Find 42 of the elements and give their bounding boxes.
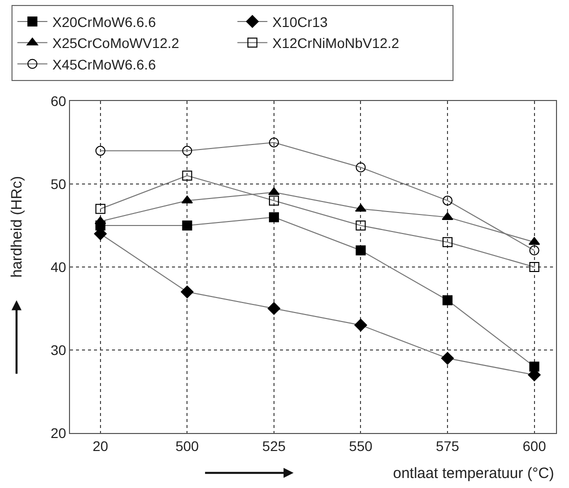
y-tick-label: 60 bbox=[50, 92, 66, 109]
x-tick-label: 575 bbox=[436, 438, 460, 454]
point bbox=[356, 162, 366, 172]
point bbox=[529, 262, 540, 272]
x-tick-label: 600 bbox=[522, 438, 546, 454]
point bbox=[94, 216, 106, 224]
point bbox=[268, 137, 279, 148]
legend-label: X10Cr13 bbox=[272, 14, 328, 30]
point bbox=[95, 146, 106, 156]
y-tick-label: 20 bbox=[50, 424, 66, 441]
y-tick-label: 50 bbox=[50, 176, 66, 192]
point bbox=[529, 362, 540, 372]
point bbox=[354, 318, 368, 332]
point bbox=[529, 245, 540, 256]
x-tick-label: 20 bbox=[92, 438, 108, 454]
point bbox=[441, 352, 454, 365]
x-axis-title: ontlaat temperatuur (°C) bbox=[393, 465, 554, 482]
point bbox=[355, 204, 366, 212]
y-axis-title: hardheid (HRc) bbox=[8, 176, 26, 278]
point bbox=[442, 196, 453, 206]
point bbox=[95, 204, 106, 214]
point bbox=[268, 187, 280, 196]
point bbox=[356, 245, 366, 256]
y-tick-label: 30 bbox=[50, 342, 66, 358]
x-tick-label: 525 bbox=[262, 438, 286, 454]
point bbox=[182, 220, 192, 230]
point bbox=[268, 196, 279, 206]
legend-label: X20CrMoW6.6.6 bbox=[52, 14, 156, 30]
legend-label: X25CrCoMoWV12.2 bbox=[52, 35, 180, 52]
y-tick-label: 40 bbox=[50, 258, 66, 275]
point bbox=[442, 295, 453, 306]
legend-label: X45CrMoW6.6.6 bbox=[52, 56, 156, 72]
point bbox=[268, 302, 280, 315]
point bbox=[268, 212, 279, 222]
point bbox=[182, 170, 192, 181]
point bbox=[180, 286, 194, 298]
legend-label: X12CrNiMoNbV12.2 bbox=[272, 35, 400, 52]
point bbox=[442, 237, 453, 248]
point bbox=[356, 220, 366, 230]
x-tick-label: 550 bbox=[349, 438, 373, 454]
x-tick-label: 500 bbox=[175, 438, 200, 454]
point bbox=[182, 146, 192, 156]
